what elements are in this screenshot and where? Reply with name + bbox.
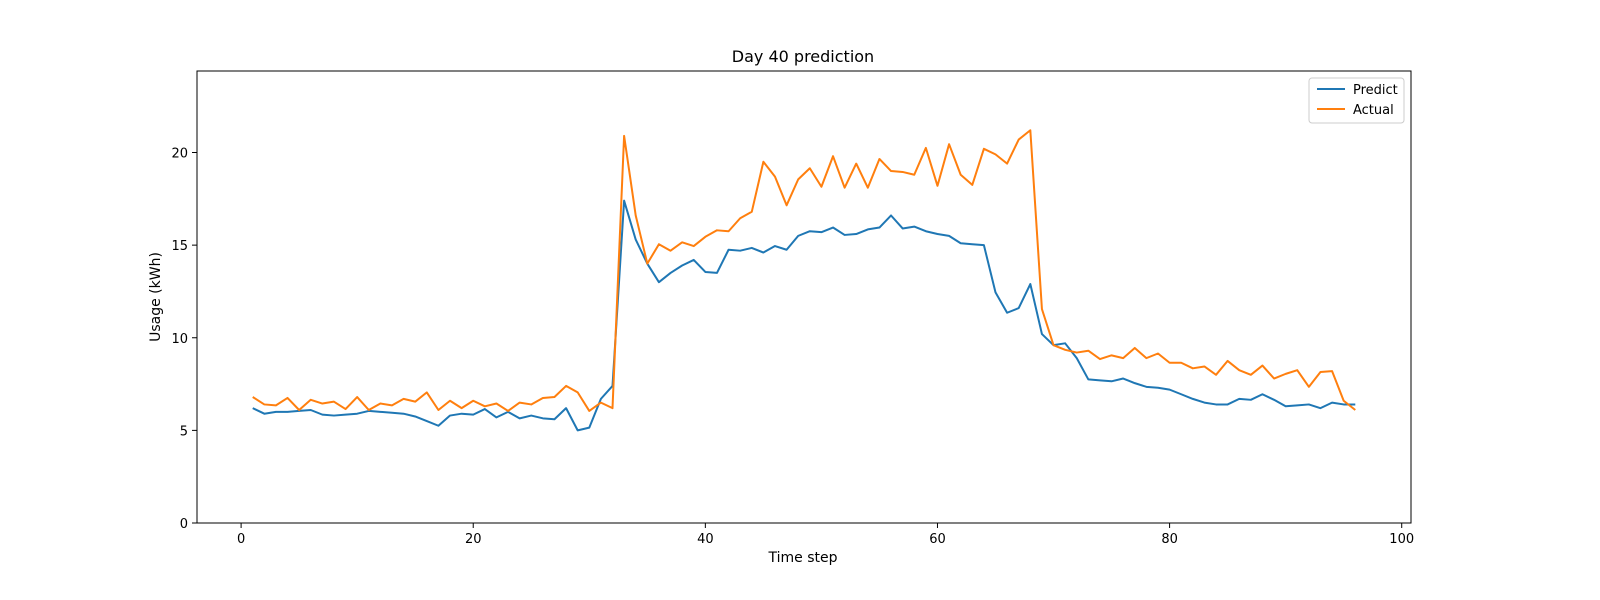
y-axis: 0 5 10 15 20 bbox=[171, 147, 197, 532]
plot-area bbox=[196, 70, 1412, 524]
y-tick-label: 20 bbox=[171, 147, 188, 162]
x-axis-title: Time step bbox=[768, 550, 838, 566]
y-tick-label: 5 bbox=[180, 424, 188, 439]
chart-title: Day 40 prediction bbox=[732, 47, 874, 66]
y-tick-label: 0 bbox=[180, 517, 188, 532]
legend-label-actual: Actual bbox=[1353, 103, 1394, 118]
x-axis: 0 20 40 60 80 100 bbox=[237, 523, 1414, 547]
legend-label-predict: Predict bbox=[1353, 83, 1398, 98]
x-tick-label: 40 bbox=[697, 532, 714, 547]
x-tick-label: 0 bbox=[237, 532, 245, 547]
y-tick-label: 15 bbox=[171, 239, 188, 254]
series-line-predict bbox=[252, 199, 1356, 432]
y-axis-title: Usage (kWh) bbox=[148, 252, 164, 342]
series-line-actual bbox=[252, 129, 1356, 412]
legend: Predict Actual bbox=[1308, 77, 1405, 124]
x-tick-label: 20 bbox=[465, 532, 482, 547]
x-tick-label: 100 bbox=[1389, 532, 1414, 547]
y-tick-label: 10 bbox=[171, 332, 188, 347]
x-tick-label: 60 bbox=[929, 532, 946, 547]
plot-frame bbox=[196, 70, 1412, 524]
x-tick-label: 80 bbox=[1161, 532, 1178, 547]
